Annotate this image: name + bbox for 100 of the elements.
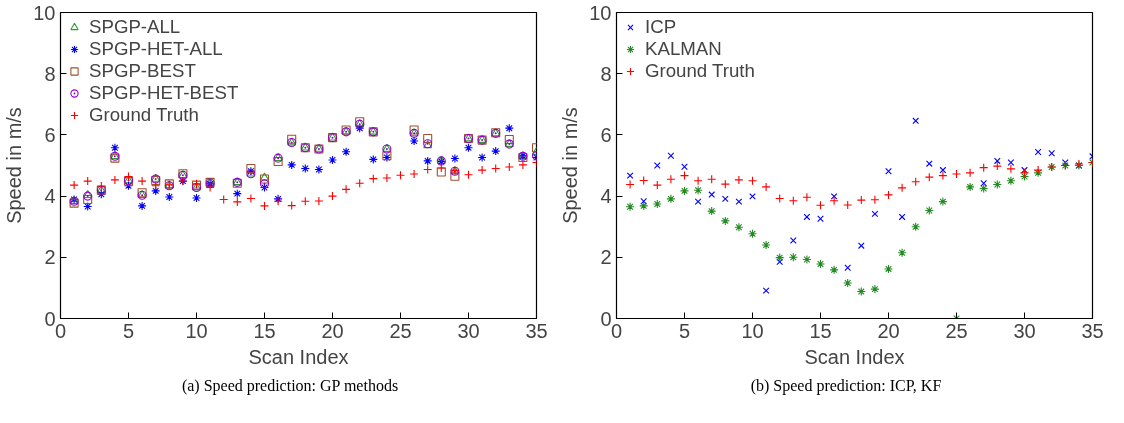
y-tick-label: 10 [589,1,612,24]
point [300,164,310,174]
legend-label: SPGP-HET-ALL [89,38,223,60]
point [870,195,880,205]
point [749,193,756,200]
point [450,153,460,164]
point [761,240,771,250]
point [912,117,920,125]
point [368,154,378,164]
point [829,196,839,206]
legend-label: SPGP-HET-BEST [89,82,239,104]
x-tick-label: 30 [457,319,480,342]
point [259,201,270,211]
point [355,123,365,133]
point [327,191,338,201]
point [666,194,676,204]
point [885,167,892,175]
legend-label: SPGP-BEST [89,60,196,82]
point [341,184,351,194]
y-tick-label: 6 [44,123,56,146]
point [775,253,785,263]
x-tick-label: 10 [185,319,208,342]
point [802,254,812,264]
point [992,179,1002,190]
y-axis-title: Speed in m/s [3,107,26,224]
point [652,180,662,190]
point [83,194,93,205]
point [693,176,703,186]
point [110,143,120,153]
x-tick-label: 15 [809,319,832,342]
point [314,196,324,206]
point [477,152,487,163]
point [491,146,501,156]
point [817,215,824,223]
point [423,134,433,144]
y-tick-label: 4 [600,185,612,208]
text: (b) Speed prediction: ICP, KF [750,376,942,397]
x-tick-label: 35 [1081,319,1104,342]
point [883,190,894,200]
legend-label: ICP [645,16,677,38]
point [504,162,514,172]
point [938,171,948,181]
legend-label: SPGP-ALL [89,16,181,38]
x-tick-label: 5 [122,319,135,342]
y-tick-label: 4 [44,185,56,208]
point [314,164,324,175]
point [246,194,256,204]
point [137,176,147,186]
point [1006,176,1016,186]
point [259,179,270,189]
point [409,169,419,179]
x-tick-label: 15 [253,319,276,342]
point [911,222,921,232]
point [450,171,460,181]
point [666,174,676,184]
y-tick-label: 10 [33,1,56,24]
point [951,169,962,179]
point [679,186,690,196]
point [883,264,894,274]
point [639,201,649,211]
point [626,172,634,179]
x-axis-title: Scan Index [248,345,349,368]
point [693,185,703,195]
point [694,198,702,205]
y-tick-label: 8 [44,62,56,85]
point [110,175,120,185]
point [96,189,106,199]
point [965,168,975,178]
point [232,189,242,199]
point [721,195,729,203]
y-tick-label: 2 [44,246,56,269]
y-axis-title: Speed in m/s [559,107,582,224]
point [123,181,134,191]
point [477,165,487,175]
x-tick-label: 30 [1013,319,1036,342]
x-tick-label: 20 [321,319,344,342]
x-axis-title: Scan Index [804,345,905,368]
point [815,259,826,269]
y-tick-label: 2 [600,246,612,269]
point [708,191,716,198]
point [341,147,351,157]
point [856,195,866,205]
point [747,229,758,239]
point [761,182,771,192]
legend-label: Ground Truth [645,60,755,82]
point [653,162,661,169]
text: (a) Speed prediction: GP methods [181,376,399,397]
point [762,287,770,295]
point [327,155,338,165]
x-tick-label: 25 [389,319,412,342]
point [924,172,934,182]
point [504,123,514,133]
y-tick-label: 8 [600,62,612,85]
x-tick-label: 5 [678,319,691,342]
point [856,287,866,297]
point [735,198,743,205]
point [897,248,907,258]
point [518,160,528,170]
point [287,160,297,170]
y-tick-label: 6 [600,123,612,146]
